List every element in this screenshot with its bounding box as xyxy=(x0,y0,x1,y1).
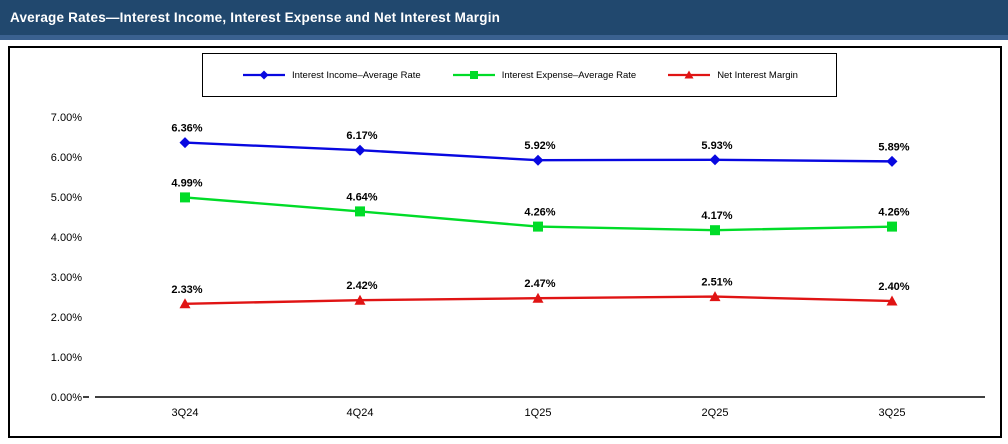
data-label: 4.26% xyxy=(524,207,555,219)
triangle-marker-icon xyxy=(354,294,366,305)
chart-title: Average Rates—Interest Income, Interest … xyxy=(10,10,501,25)
square-marker-icon xyxy=(887,221,897,232)
chart-frame: Interest Income–Average Rate Interest Exp… xyxy=(8,46,1002,438)
data-label: 4.17% xyxy=(701,210,732,222)
y-axis-label: 7.00% xyxy=(51,112,82,124)
y-axis-label: 0.00% xyxy=(51,392,82,404)
triangle-marker-icon xyxy=(709,291,721,302)
data-label: 5.92% xyxy=(524,140,555,152)
y-axis-label: 2.00% xyxy=(51,312,82,324)
square-marker-icon xyxy=(180,192,190,203)
y-axis-label: 3.00% xyxy=(51,272,82,284)
data-label: 6.17% xyxy=(346,130,377,142)
square-marker-icon xyxy=(533,221,543,232)
data-label: 2.51% xyxy=(701,277,732,289)
legend-item: Interest Income–Average Rate xyxy=(241,69,421,81)
y-axis-label: 6.00% xyxy=(51,152,82,164)
legend-item: Net Interest Margin xyxy=(666,69,798,81)
square-marker-icon xyxy=(710,225,720,236)
legend-square-icon xyxy=(452,71,495,79)
y-axis-label: 5.00% xyxy=(51,192,82,204)
triangle-marker-icon xyxy=(179,298,191,309)
data-label: 2.33% xyxy=(171,284,202,296)
chart-title-bar: Average Rates—Interest Income, Interest … xyxy=(0,0,1008,40)
legend-diamond-icon xyxy=(243,70,285,80)
y-axis-label: 1.00% xyxy=(51,352,82,364)
x-axis-label: 4Q24 xyxy=(347,407,374,419)
data-label: 4.99% xyxy=(171,177,202,189)
diamond-marker-icon xyxy=(886,155,898,167)
diamond-marker-icon xyxy=(709,154,721,166)
data-label: 2.47% xyxy=(524,278,555,290)
data-label: 6.36% xyxy=(171,123,202,135)
x-axis-label: 3Q24 xyxy=(172,407,199,419)
x-axis-label: 2Q25 xyxy=(702,407,729,419)
data-label: 4.26% xyxy=(878,207,909,219)
legend-label: Net Interest Margin xyxy=(717,69,798,81)
legend-label: Interest Expense–Average Rate xyxy=(501,69,637,81)
triangle-marker-icon xyxy=(532,292,544,303)
legend-label: Interest Income–Average Rate xyxy=(292,69,421,81)
square-marker-icon xyxy=(355,206,365,217)
line-chart-plot-area: 0.00% 1.00% 2.00% 3.00% 4.00% 5.00% 6.00% 7.00%… xyxy=(51,112,985,419)
diamond-marker-icon xyxy=(354,144,366,156)
chart-legend: Interest Income–Average Rate Interest Exp… xyxy=(202,53,837,97)
diamond-marker-icon xyxy=(179,137,191,149)
x-axis-label: 1Q25 xyxy=(525,407,552,419)
data-label: 5.89% xyxy=(878,141,909,153)
data-label: 2.40% xyxy=(878,281,909,293)
triangle-marker-icon xyxy=(886,295,898,306)
data-label: 2.42% xyxy=(346,280,377,292)
data-label: 5.93% xyxy=(701,140,732,152)
diamond-marker-icon xyxy=(532,154,544,166)
legend-item: Interest Expense–Average Rate xyxy=(451,69,637,81)
y-axis-label: 4.00% xyxy=(51,232,82,244)
legend-triangle-icon xyxy=(668,70,711,79)
x-axis-label: 3Q25 xyxy=(879,407,906,419)
data-label: 4.64% xyxy=(346,191,377,203)
